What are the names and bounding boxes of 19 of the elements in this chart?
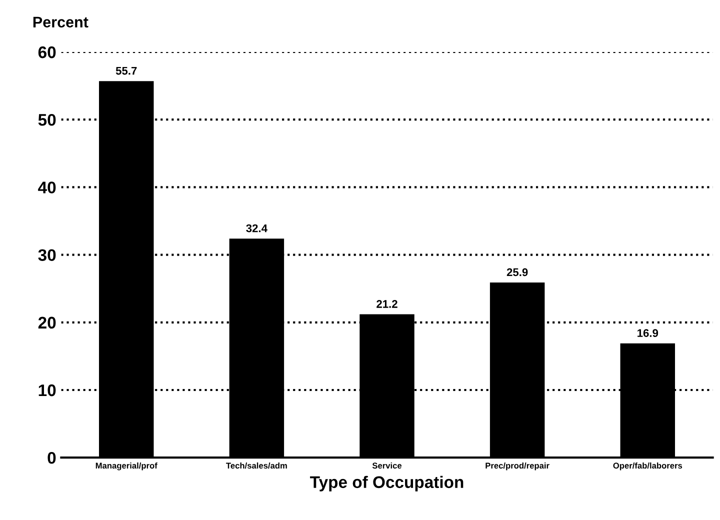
y-tick-label: 20 [38,316,56,329]
y-tick-label: 40 [38,182,56,194]
data-label: 32.4 [246,224,268,232]
data-label: 25.9 [506,268,528,276]
data-label: 21.2 [376,300,398,308]
x-tick-label: Prec/prod/repair [486,462,550,470]
data-label: 55.7 [116,66,137,75]
y-axis-title: Percent [33,16,88,28]
x-axis-title: Type of Occupation [310,476,464,492]
y-tick-label: 50 [38,114,56,126]
y-tick-label: 60 [38,46,56,58]
data-label: 16.9 [638,329,658,337]
x-tick-label: Service [372,462,402,469]
x-tick-label: Oper/fab/laborers [613,462,682,470]
x-tick-label: Managerial/prof [96,462,158,470]
x-tick-label: Tech/sales/adm [226,462,287,469]
y-tick-label: 30 [38,249,56,262]
y-tick-label: 0 [48,452,56,464]
y-tick-label: 10 [38,384,56,396]
